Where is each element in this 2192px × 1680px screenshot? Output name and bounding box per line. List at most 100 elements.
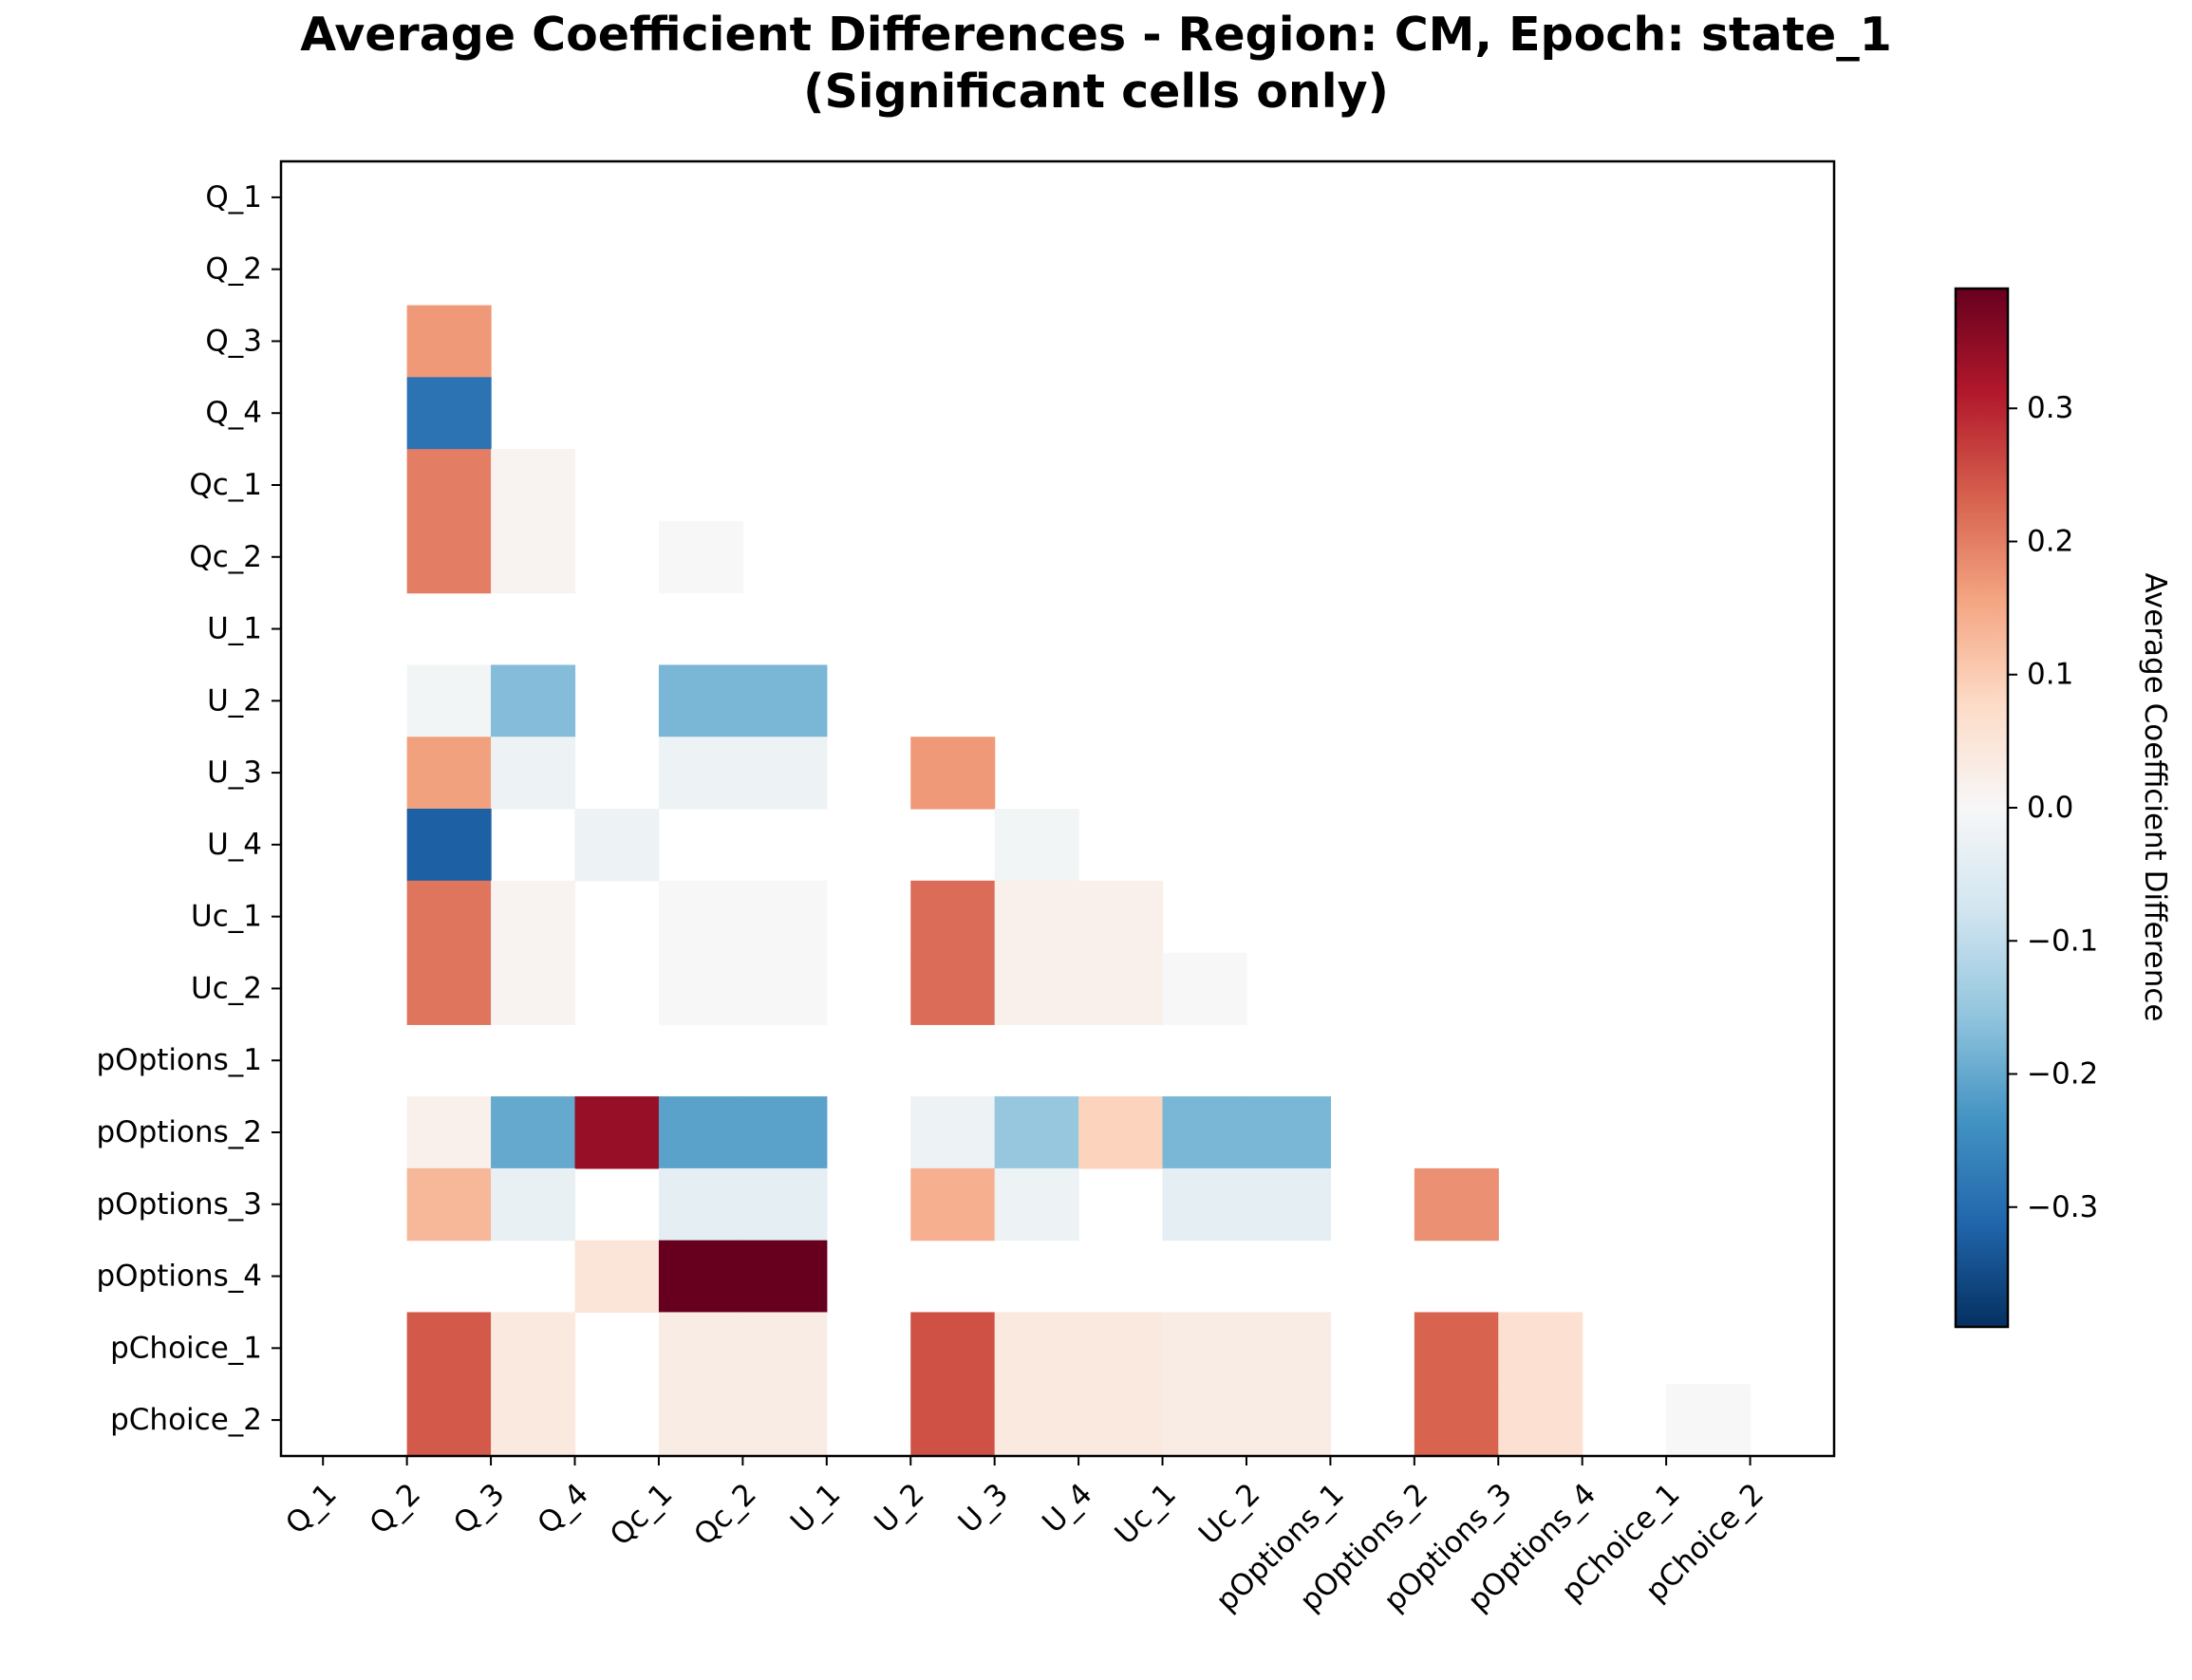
heatmap-cell: [491, 737, 576, 810]
y-tick-label: Q_2: [205, 252, 262, 287]
heatmap-cell: [406, 1096, 492, 1169]
x-tick-label: U_2: [868, 1477, 930, 1540]
y-tick-label: Qc_1: [189, 468, 262, 502]
heatmap-cell: [574, 1240, 660, 1314]
heatmap-cell: [1078, 1384, 1164, 1457]
colorbar-tick-label: 0.3: [2027, 391, 2073, 425]
heatmap-cell: [658, 880, 743, 954]
chart-title: Average Coefficient Differences - Region…: [300, 8, 1892, 62]
heatmap-cell: [1162, 1312, 1247, 1385]
x-tick-label: U_1: [784, 1477, 847, 1540]
heatmap-cell: [1414, 1312, 1499, 1385]
heatmap-cell: [1078, 1312, 1164, 1385]
y-tick-label: Qc_2: [189, 540, 262, 574]
colorbar: [1956, 289, 2008, 1327]
x-tick-label: U_3: [952, 1477, 1015, 1540]
heatmap-cell: [406, 449, 492, 522]
heatmap-cell: [491, 520, 576, 594]
heatmap-cell: [742, 952, 828, 1025]
heatmap-cell: [574, 809, 660, 882]
colorbar-tick-label: −0.3: [2027, 1190, 2098, 1224]
heatmap-cell: [658, 1167, 743, 1241]
heatmap-cell: [1666, 1384, 1752, 1457]
heatmap-cell: [910, 880, 996, 954]
heatmap-cell: [994, 809, 1079, 882]
y-tick-label: pChoice_2: [110, 1403, 262, 1437]
x-tick-label: Uc_2: [1192, 1477, 1266, 1551]
heatmap-cell: [574, 1096, 660, 1169]
colorbar-label: Average Coefficient Difference: [2138, 572, 2172, 1022]
y-tick-label: pOptions_4: [96, 1260, 262, 1294]
colorbar-tick-label: 0.1: [2027, 658, 2073, 692]
heatmap-cell: [406, 1384, 492, 1457]
plot-frame: [279, 159, 1836, 1458]
heatmap-cell: [910, 1384, 996, 1457]
colorbar-tick-label: −0.1: [2027, 924, 2098, 958]
colorbar-tick-label: −0.2: [2027, 1057, 2098, 1092]
y-tick-label: U_1: [207, 612, 262, 646]
x-tick-label: Qc_2: [687, 1477, 763, 1553]
x-tick-label: U_4: [1036, 1477, 1098, 1540]
heatmap-cell: [406, 520, 492, 594]
x-tick-label: Q_3: [447, 1477, 512, 1541]
heatmap-cell: [742, 737, 828, 810]
heatmap-cell: [658, 1312, 743, 1385]
heatmap-cell: [406, 1167, 492, 1241]
heatmap-cell: [491, 952, 576, 1025]
y-tick-label: Uc_1: [191, 900, 262, 934]
heatmap-cell: [1498, 1312, 1583, 1385]
heatmap-cell: [406, 952, 492, 1025]
heatmap-cell: [658, 664, 743, 737]
heatmap-cell: [658, 1384, 743, 1457]
heatmap-cell: [994, 880, 1079, 954]
heatmap-cell: [742, 880, 828, 954]
heatmap-cell: [406, 737, 492, 810]
heatmap-cell: [1246, 1096, 1331, 1169]
heatmap-cell: [742, 1096, 828, 1169]
heatmap-cell: [994, 1096, 1079, 1169]
chart-subtitle: (Significant cells only): [803, 65, 1389, 119]
heatmap-cell: [910, 1167, 996, 1241]
heatmap-cell: [1078, 952, 1164, 1025]
heatmap-cell: [658, 952, 743, 1025]
colorbar-tick-label: 0.0: [2027, 791, 2073, 825]
heatmap-cell: [1078, 880, 1164, 954]
heatmap-cell: [1246, 1384, 1331, 1457]
heatmap-cell: [491, 880, 576, 954]
heatmap-cell: [1162, 1384, 1247, 1457]
heatmap-cell: [1414, 1167, 1499, 1241]
heatmap-cell: [1162, 1167, 1247, 1241]
heatmap-cell: [491, 664, 576, 737]
y-tick-label: pChoice_1: [110, 1331, 262, 1365]
heatmap-cell: [742, 664, 828, 737]
heatmap-cell: [994, 1312, 1079, 1385]
heatmap-cell: [491, 1096, 576, 1169]
heatmap-cell: [1246, 1167, 1331, 1241]
y-tick-label: pOptions_3: [96, 1187, 262, 1222]
heatmap-cell: [406, 809, 492, 882]
heatmap-cell: [1078, 1096, 1164, 1169]
heatmap-cell: [491, 1312, 576, 1385]
heatmap-cell: [658, 1240, 743, 1314]
colorbar-tick-label: 0.2: [2027, 524, 2073, 558]
heatmap-cell: [658, 1096, 743, 1169]
y-tick-label: U_3: [207, 756, 262, 790]
heatmap-cell: [910, 952, 996, 1025]
heatmap-cell: [658, 520, 743, 594]
y-tick-label: pOptions_2: [96, 1115, 262, 1149]
heatmap-cell: [406, 880, 492, 954]
heatmap-cell: [994, 1167, 1079, 1241]
heatmap-cell: [406, 1312, 492, 1385]
heatmap-cell: [910, 1096, 996, 1169]
y-tick-label: Q_1: [205, 180, 262, 215]
heatmap-cell: [1246, 1312, 1331, 1385]
heatmap-cell: [994, 952, 1079, 1025]
x-tick-label: Qc_1: [604, 1477, 680, 1553]
x-tick-label: Q_2: [364, 1477, 428, 1541]
heatmap-cell: [1414, 1384, 1499, 1457]
y-tick-label: pOptions_1: [96, 1043, 262, 1077]
heatmap-cell: [491, 449, 576, 522]
y-tick-label: Q_4: [205, 396, 262, 430]
